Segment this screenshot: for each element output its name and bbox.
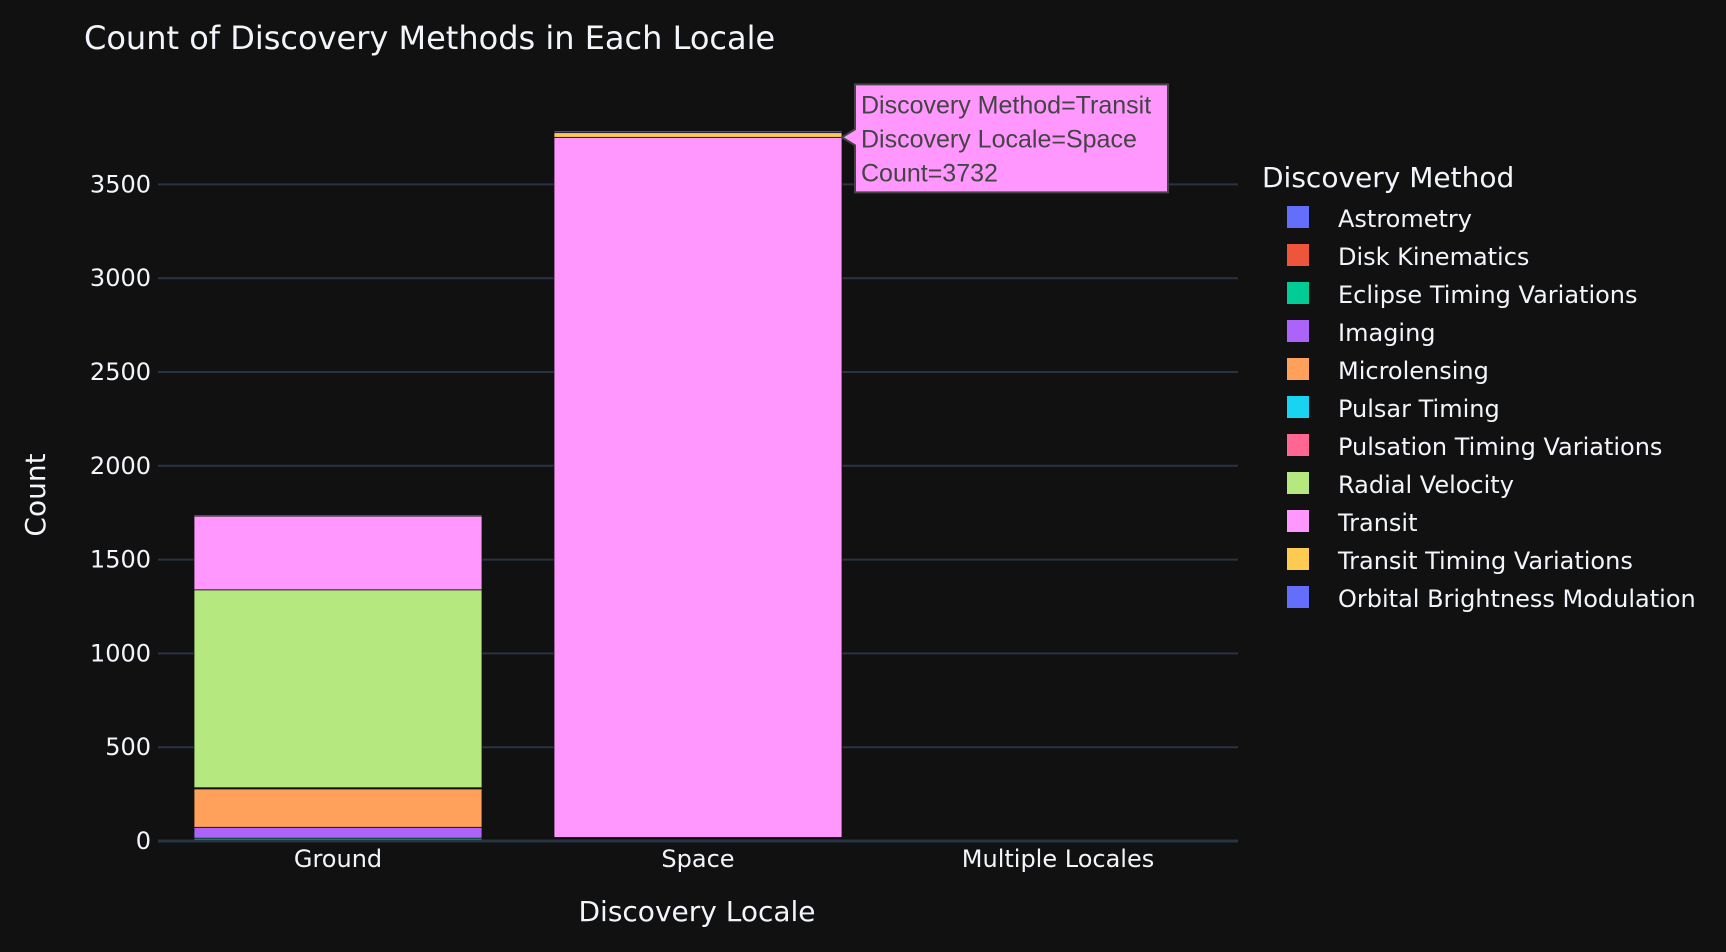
y-tick-label: 2500 [90,358,151,386]
bar-segment[interactable] [193,788,483,828]
y-tick-label: 0 [136,827,151,855]
bar-segment[interactable] [193,589,483,789]
legend-items: Astrometry Disk Kinematics Eclipse Timing … [1287,205,1696,613]
legend-swatch[interactable] [1287,396,1309,418]
legend-label[interactable]: Astrometry [1338,205,1472,233]
y-axis-title: Count [19,453,52,536]
legend-swatch[interactable] [1287,320,1309,342]
bars [193,130,1203,842]
bar-segment[interactable] [193,515,483,591]
tooltip-line: Count=3732 [861,159,998,187]
y-tick-label: 500 [105,733,151,761]
tooltip-line: Discovery Method=Transit [861,91,1151,119]
legend-swatch[interactable] [1287,282,1309,304]
tooltip-box [840,83,1169,194]
legend-label[interactable]: Microlensing [1338,357,1489,385]
legend-label[interactable]: Pulsation Timing Variations [1338,433,1662,461]
x-tick-label: Multiple Locales [962,845,1154,873]
x-tick-labels: Ground Space Multiple Locales [294,845,1154,873]
y-tick-label: 2000 [90,452,151,480]
x-tick-label: Space [661,845,734,873]
y-tick-labels: 0 500 1000 1500 2000 2500 3000 3500 [90,170,151,855]
x-tick-label: Ground [294,845,382,873]
legend-swatch[interactable] [1287,358,1309,380]
legend-label[interactable]: Pulsar Timing [1338,395,1500,423]
legend-swatch[interactable] [1287,206,1309,228]
bar-segment[interactable] [193,826,483,839]
hover-tooltip: Discovery Method=Transit Discovery Locale… [840,83,1169,194]
legend-label[interactable]: Orbital Brightness Modulation [1338,585,1696,613]
legend-swatch[interactable] [1287,548,1309,570]
chart-title: Count of Discovery Methods in Each Local… [84,19,775,57]
y-tick-label: 1000 [90,639,151,667]
y-tick-label: 3000 [90,264,151,292]
y-tick-label: 1500 [90,546,151,574]
legend-title: Discovery Method [1262,161,1514,194]
legend-label[interactable]: Radial Velocity [1338,471,1514,499]
legend-label[interactable]: Transit [1337,509,1418,537]
x-axis-title: Discovery Locale [578,895,815,928]
bar-segment[interactable] [553,132,843,138]
legend-label[interactable]: Transit Timing Variations [1337,547,1633,575]
y-tick-label: 3500 [90,170,151,198]
legend-swatch[interactable] [1287,244,1309,266]
tooltip-line: Discovery Locale=Space [861,125,1137,153]
legend-swatch[interactable] [1287,434,1309,456]
legend-swatch[interactable] [1287,472,1309,494]
legend: Discovery Method Astrometry Disk Kinemati… [1262,161,1696,613]
bar-segment[interactable] [553,136,843,838]
bar-segment[interactable] [553,130,843,134]
legend-swatch[interactable] [1287,586,1309,608]
bar-segment[interactable] [193,514,483,517]
legend-swatch[interactable] [1287,510,1309,532]
legend-label[interactable]: Imaging [1338,319,1436,347]
legend-label[interactable]: Disk Kinematics [1338,243,1529,271]
legend-label[interactable]: Eclipse Timing Variations [1338,281,1638,309]
